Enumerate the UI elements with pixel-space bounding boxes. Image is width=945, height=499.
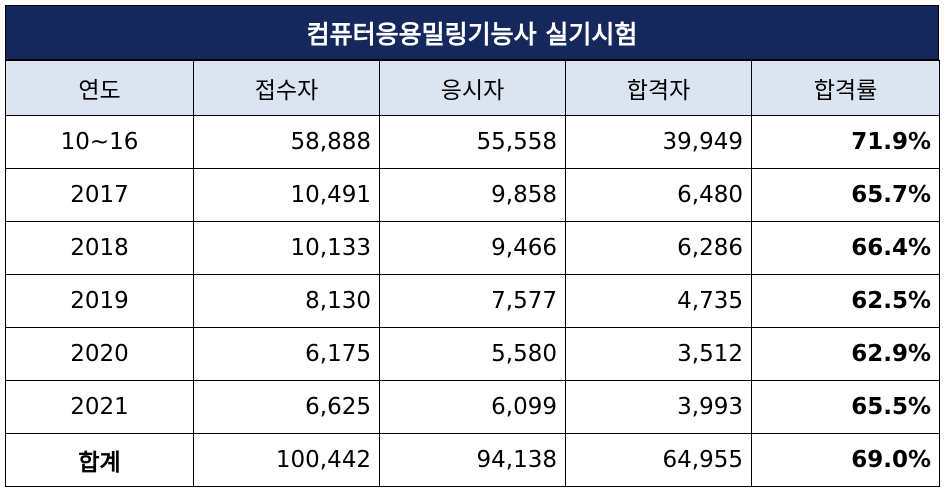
cell-examinees: 55,558: [379, 115, 566, 169]
cell-examinees: 6,099: [379, 380, 566, 434]
cell-applicants: 10,491: [193, 168, 380, 222]
cell-rate: 71.9%: [751, 115, 940, 169]
cell-examinees: 5,580: [379, 327, 566, 381]
cell-passed: 39,949: [565, 115, 752, 169]
cell-passed: 3,512: [565, 327, 752, 381]
cell-applicants: 6,175: [193, 327, 380, 381]
cell-total-passed: 64,955: [565, 433, 752, 487]
cell-year: 10~16: [5, 115, 194, 169]
header-examinees: 응시자: [379, 60, 566, 116]
table-title: 컴퓨터응용밀링기능사 실기시험: [5, 5, 939, 60]
cell-total-applicants: 100,442: [193, 433, 380, 487]
cell-rate: 62.9%: [751, 327, 940, 381]
cell-applicants: 6,625: [193, 380, 380, 434]
cell-applicants: 10,133: [193, 221, 380, 275]
stats-table-container: 컴퓨터응용밀링기능사 실기시험 연도 접수자 응시자 합격자 합격률 10~16…: [5, 5, 940, 487]
cell-total-examinees: 94,138: [379, 433, 566, 487]
cell-year: 2017: [5, 168, 194, 222]
cell-rate: 62.5%: [751, 274, 940, 328]
table-row: 2021 6,625 6,099 3,993 65.5%: [5, 380, 940, 434]
cell-passed: 4,735: [565, 274, 752, 328]
header-row: 연도 접수자 응시자 합격자 합격률: [5, 60, 940, 116]
cell-year: 2018: [5, 221, 194, 275]
cell-passed: 6,286: [565, 221, 752, 275]
cell-applicants: 58,888: [193, 115, 380, 169]
cell-rate: 65.7%: [751, 168, 940, 222]
total-row: 합계 100,442 94,138 64,955 69.0%: [5, 433, 940, 487]
exam-stats-table: 연도 접수자 응시자 합격자 합격률 10~16 58,888 55,558 3…: [5, 60, 940, 487]
table-row: 2020 6,175 5,580 3,512 62.9%: [5, 327, 940, 381]
cell-total-label: 합계: [5, 433, 194, 487]
cell-passed: 6,480: [565, 168, 752, 222]
table-row: 2018 10,133 9,466 6,286 66.4%: [5, 221, 940, 275]
cell-applicants: 8,130: [193, 274, 380, 328]
table-row: 2019 8,130 7,577 4,735 62.5%: [5, 274, 940, 328]
cell-rate: 65.5%: [751, 380, 940, 434]
cell-examinees: 7,577: [379, 274, 566, 328]
cell-examinees: 9,858: [379, 168, 566, 222]
cell-year: 2019: [5, 274, 194, 328]
header-passed: 합격자: [565, 60, 752, 116]
cell-total-rate: 69.0%: [751, 433, 940, 487]
cell-year: 2021: [5, 380, 194, 434]
cell-year: 2020: [5, 327, 194, 381]
table-row: 2017 10,491 9,858 6,480 65.7%: [5, 168, 940, 222]
header-applicants: 접수자: [193, 60, 380, 116]
cell-passed: 3,993: [565, 380, 752, 434]
table-row: 10~16 58,888 55,558 39,949 71.9%: [5, 115, 940, 169]
header-rate: 합격률: [751, 60, 940, 116]
cell-examinees: 9,466: [379, 221, 566, 275]
cell-rate: 66.4%: [751, 221, 940, 275]
header-year: 연도: [5, 60, 194, 116]
